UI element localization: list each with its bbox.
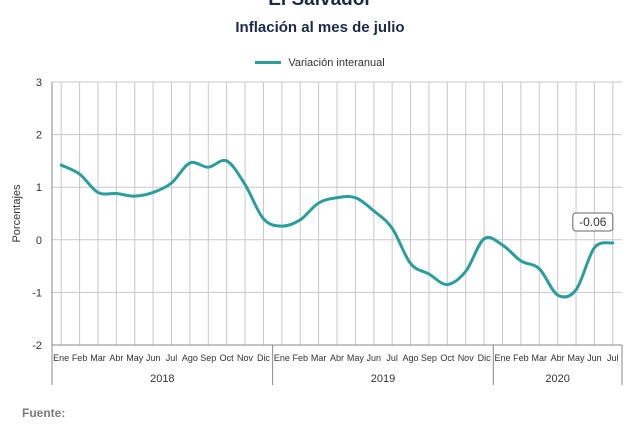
x-tick-label: Jun: [367, 353, 382, 363]
x-tick-label: Dic: [257, 353, 270, 363]
x-tick-label: Sep: [421, 353, 437, 363]
y-tick-label: -2: [32, 340, 42, 352]
x-tick-label: Oct: [220, 353, 235, 363]
x-tick-label: Mar: [532, 353, 548, 363]
x-tick-label: Ago: [403, 353, 419, 363]
x-tick-label: Jun: [587, 353, 602, 363]
year-label: 2020: [545, 373, 569, 385]
x-tick-label: Feb: [292, 353, 308, 363]
legend-label: Variación interanual: [288, 57, 385, 69]
axes: [51, 82, 623, 385]
x-tick-label: May: [568, 353, 586, 363]
source-label: Fuente:: [22, 406, 66, 420]
x-tick-label: Feb: [72, 353, 88, 363]
y-tick-label: 1: [36, 182, 42, 194]
x-tick-label: Sep: [200, 353, 216, 363]
callout-label: -0.06: [579, 215, 607, 229]
x-tick-label: Ene: [494, 353, 510, 363]
x-tick-label: Ago: [182, 353, 198, 363]
chart-title: El Salvador: [0, 0, 640, 11]
x-tick-label: Nov: [458, 353, 475, 363]
y-tick-label: 3: [36, 77, 42, 89]
x-tick-label: Feb: [513, 353, 529, 363]
x-tick-label: Abr: [551, 353, 565, 363]
x-tick-label: Abr: [330, 353, 344, 363]
chart-legend: Variación interanual: [0, 56, 640, 70]
callout-box: [572, 212, 614, 232]
x-tick-label: Mar: [311, 353, 327, 363]
y-tick-label: 2: [36, 130, 42, 142]
x-tick-label: Dic: [478, 353, 491, 363]
x-tick-label: Ene: [274, 353, 290, 363]
x-tick-label: Ene: [53, 353, 69, 363]
x-tick-label: Jul: [607, 353, 619, 363]
series-layer: [59, 158, 615, 299]
x-tick-label: Nov: [237, 353, 254, 363]
grid-lines: [52, 81, 622, 346]
annotations: -0.06: [572, 212, 614, 232]
y-axis-label: Porcentajes: [11, 184, 23, 243]
y-tick-label: 0: [36, 235, 42, 247]
x-tick-label: Jun: [146, 353, 161, 363]
x-tick-label: May: [347, 353, 365, 363]
x-tick-label: Jul: [386, 353, 398, 363]
chart-subtitle: Inflación al mes de julio: [235, 19, 405, 36]
x-tick-label: Mar: [90, 353, 106, 363]
year-label: 2018: [150, 373, 174, 385]
y-tick-label: -1: [32, 287, 42, 299]
x-tick-label: May: [126, 353, 144, 363]
x-tick-label: Abr: [109, 353, 123, 363]
year-label: 2019: [371, 373, 395, 385]
x-tick-label: Oct: [440, 353, 455, 363]
legend-swatch: [255, 60, 282, 64]
x-tick-label: Jul: [166, 353, 178, 363]
